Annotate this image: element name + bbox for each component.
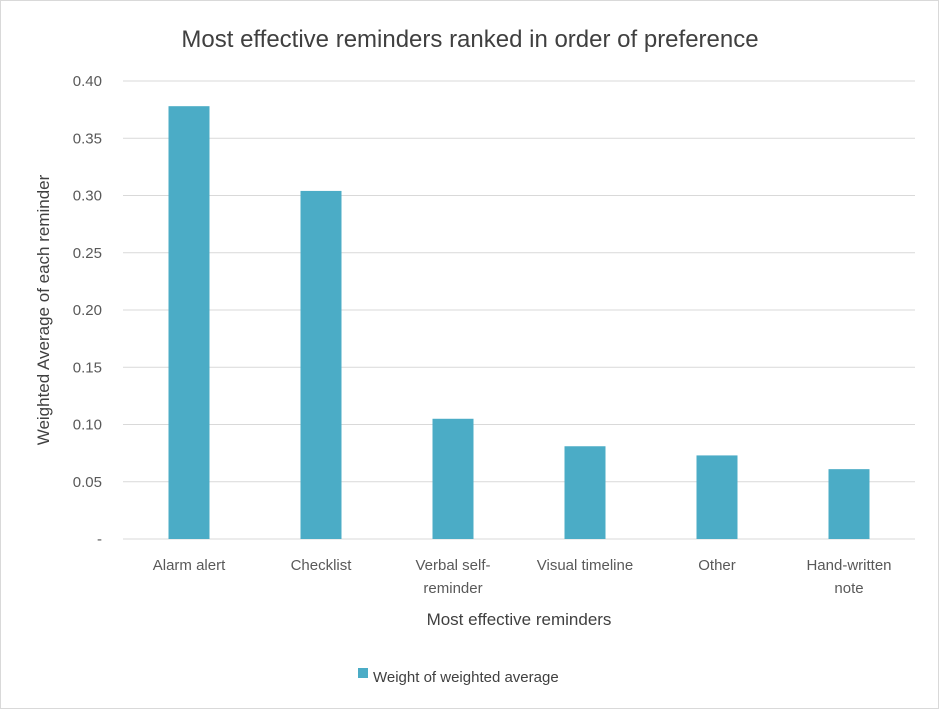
- y-tick-label: 0.25: [73, 245, 102, 262]
- legend-label: Weight of weighted average: [373, 669, 559, 686]
- x-tick-label: Hand-written: [806, 557, 891, 574]
- x-tick-label: Visual timeline: [537, 557, 633, 574]
- gridlines: [123, 80, 915, 540]
- y-tick-label: 0.20: [73, 302, 102, 319]
- bar: [696, 455, 738, 539]
- x-tick-label: reminder: [423, 580, 482, 597]
- x-tick-label: note: [834, 580, 863, 597]
- y-tick-label: 0.35: [73, 130, 102, 147]
- y-axis-ticks: - 0.05 0.10 0.15 0.20 0.25 0.30 0.35 0.40: [73, 73, 102, 548]
- y-tick-label: 0.05: [73, 474, 102, 491]
- y-tick-label: 0.30: [73, 188, 102, 205]
- bar: [564, 446, 606, 539]
- y-axis-title: Weighted Average of each reminder: [34, 174, 53, 445]
- x-axis-title: Most effective reminders: [427, 610, 612, 629]
- legend: Weight of weighted average: [358, 668, 559, 686]
- legend-swatch: [358, 668, 368, 678]
- x-tick-label: Alarm alert: [153, 557, 226, 574]
- x-tick-label: Other: [698, 557, 736, 574]
- bar: [432, 418, 474, 539]
- bars: [168, 106, 870, 540]
- y-tick-label: -: [97, 531, 102, 548]
- y-tick-label: 0.15: [73, 359, 102, 376]
- bar: [300, 190, 342, 540]
- chart-title: Most effective reminders ranked in order…: [181, 26, 758, 53]
- x-tick-label: Verbal self-: [415, 557, 490, 574]
- y-tick-label: 0.10: [73, 417, 102, 434]
- y-tick-label: 0.40: [73, 73, 102, 90]
- x-tick-label: Checklist: [291, 557, 353, 574]
- bar: [828, 469, 870, 539]
- bar: [168, 106, 210, 539]
- x-axis-ticks: Alarm alert Checklist Verbal self-reminder…: [153, 557, 892, 597]
